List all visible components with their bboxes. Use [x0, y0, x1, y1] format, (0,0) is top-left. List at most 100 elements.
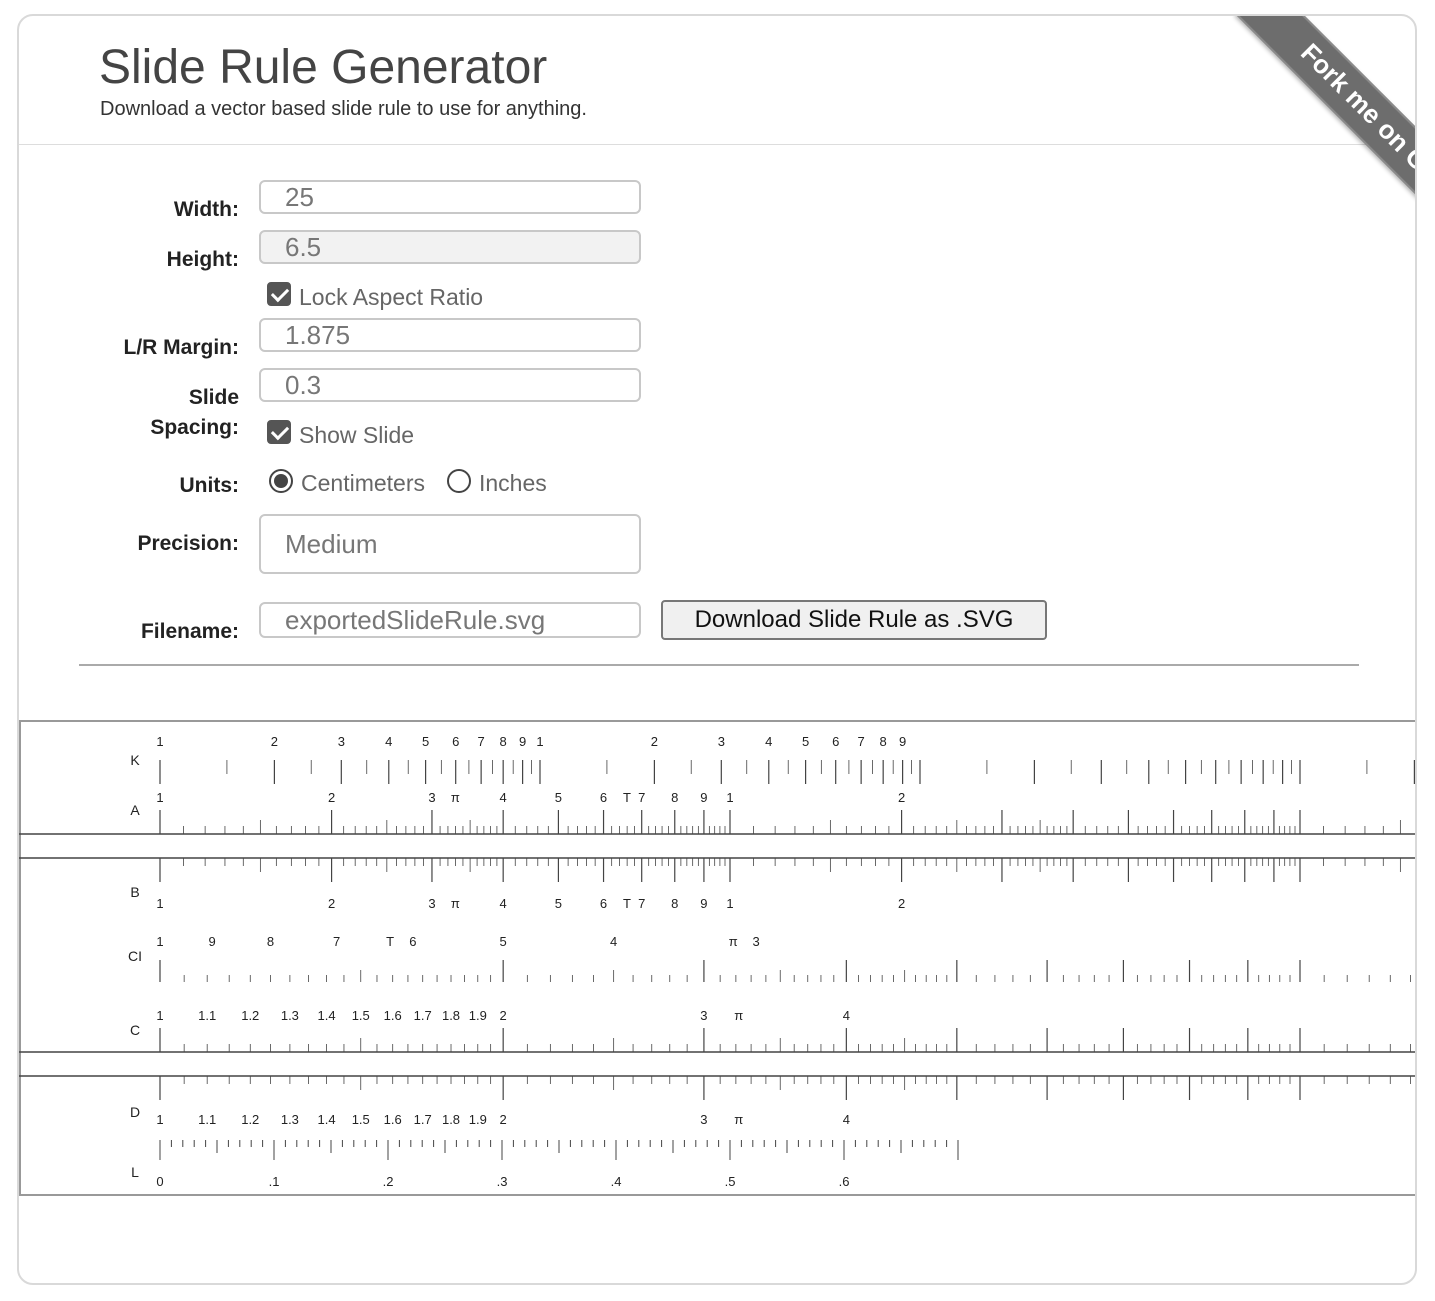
b-scale-label: 1	[726, 896, 733, 911]
lr-margin-label: L/R Margin:	[123, 336, 240, 359]
k-scale-label: 9	[899, 734, 906, 749]
k-scale-label: 1	[156, 734, 163, 749]
d-scale-label: 2	[500, 1112, 507, 1127]
github-ribbon-text[interactable]: Fork me on GitHub	[1295, 37, 1415, 224]
d-scale-label: 3	[700, 1112, 707, 1127]
a-scale-label: 8	[671, 790, 678, 805]
k-scale-label: 2	[271, 734, 278, 749]
d-scale-label: 1.5	[352, 1112, 370, 1127]
a-scale-label: 9	[700, 790, 707, 805]
units-centimeters-label[interactable]: Centimeters	[301, 470, 425, 496]
c-scale-label: 1.5	[352, 1008, 370, 1023]
ci-scale-label: 7	[333, 934, 340, 949]
c-scale-label: 4	[843, 1008, 850, 1023]
k-scale-label: 2	[651, 734, 658, 749]
a-scale-label: T	[623, 790, 631, 805]
a-scale-label: 1	[156, 790, 163, 805]
b-scale-label: 7	[638, 896, 645, 911]
download-svg-button[interactable]: Download Slide Rule as .SVG	[661, 600, 1047, 640]
precision-label: Precision:	[137, 532, 239, 555]
c-scale-label: 2	[500, 1008, 507, 1023]
a-scale-label: 7	[638, 790, 645, 805]
b-scale-label: π	[451, 896, 460, 911]
ci-scale-label: 5	[500, 934, 507, 949]
github-ribbon-band[interactable]: Fork me on GitHub	[1235, 16, 1415, 284]
d-scale-label: 1	[156, 1112, 163, 1127]
b-scale-label: 9	[700, 896, 707, 911]
l-scale-label: 0	[156, 1174, 163, 1189]
show-slide-label[interactable]: Show Slide	[299, 422, 415, 448]
ci-scale-label: 3	[752, 934, 759, 949]
filename-input[interactable]: exportedSlideRule.svg	[259, 602, 641, 638]
d-scale-label: 1.8	[442, 1112, 460, 1127]
k-scale-label: 5	[802, 734, 809, 749]
scale-label-ci: CI	[128, 948, 142, 964]
c-scale-label: 1.8	[442, 1008, 460, 1023]
b-scale-label: T	[623, 896, 631, 911]
k-scale-label: 7	[858, 734, 865, 749]
scale-label-c: C	[130, 1022, 140, 1038]
b-scale-label: 2	[328, 896, 335, 911]
a-scale-label: 5	[555, 790, 562, 805]
l-scale-label: .5	[725, 1174, 736, 1189]
github-ribbon[interactable]: Fork me on GitHub	[1115, 16, 1415, 316]
width-input[interactable]: 25	[259, 180, 641, 214]
c-scale-label: 1.4	[318, 1008, 336, 1023]
b-scale-label: 5	[555, 896, 562, 911]
l-scale-label: .3	[497, 1174, 508, 1189]
lock-aspect-label[interactable]: Lock Aspect Ratio	[299, 284, 484, 310]
l-scale-label: .4	[611, 1174, 622, 1189]
precision-select[interactable]: Medium	[259, 514, 641, 574]
units-centimeters-radio[interactable]	[269, 469, 293, 493]
b-scale-label: 8	[671, 896, 678, 911]
a-scale-label: π	[451, 790, 460, 805]
height-label: Height:	[166, 248, 239, 271]
b-scale-label: 1	[156, 896, 163, 911]
a-scale-label: 1	[726, 790, 733, 805]
units-inches-radio[interactable]	[447, 469, 471, 493]
k-scale-label: 7	[478, 734, 485, 749]
ci-scale-label: T	[386, 934, 394, 949]
ci-scale-label: 6	[409, 934, 416, 949]
k-scale-label: 4	[765, 734, 772, 749]
d-scale-label: 1.7	[414, 1112, 432, 1127]
a-scale-label: 3	[428, 790, 435, 805]
lock-aspect-checkbox[interactable]	[267, 282, 291, 306]
c-scale-label: 1.1	[198, 1008, 216, 1023]
page-subtitle: Download a vector based slide rule to us…	[100, 98, 587, 120]
units-inches-label[interactable]: Inches	[479, 470, 547, 496]
lr-margin-input[interactable]: 1.875	[259, 318, 641, 352]
slide-spacing-label-line1: Slide	[188, 386, 239, 409]
a-scale-label: 4	[500, 790, 507, 805]
height-input[interactable]: 6.5	[259, 230, 641, 264]
l-scale-label: .2	[383, 1174, 394, 1189]
c-scale-label: 1.3	[281, 1008, 299, 1023]
d-scale-label: 1.9	[469, 1112, 487, 1127]
k-scale-label: 6	[452, 734, 459, 749]
d-scale-label: 1.1	[198, 1112, 216, 1127]
b-scale-label: 6	[600, 896, 607, 911]
filename-label: Filename:	[140, 620, 239, 643]
slide-spacing-input[interactable]: 0.3	[259, 368, 641, 402]
b-scale-label: 4	[500, 896, 507, 911]
c-scale-label: 1.7	[414, 1008, 432, 1023]
main-card: Slide Rule Generator Download a vector b…	[17, 14, 1417, 1285]
c-scale-label: 1.9	[469, 1008, 487, 1023]
b-scale-label: 3	[428, 896, 435, 911]
ci-scale-label: 9	[209, 934, 216, 949]
width-label: Width:	[173, 198, 239, 221]
k-scale-label: 3	[338, 734, 345, 749]
scale-label-b: B	[130, 884, 139, 900]
show-slide-checkbox[interactable]	[267, 420, 291, 444]
c-scale-label: 3	[700, 1008, 707, 1023]
a-scale-label: 2	[328, 790, 335, 805]
b-scale-label: 2	[898, 896, 905, 911]
k-scale-label: 9	[519, 734, 526, 749]
l-scale-label: .6	[839, 1174, 850, 1189]
d-scale-label: 1.2	[241, 1112, 259, 1127]
scale-label-k: K	[130, 752, 140, 768]
k-scale-label: 4	[385, 734, 392, 749]
a-scale-label: 2	[898, 790, 905, 805]
page-title: Slide Rule Generator	[99, 41, 548, 94]
